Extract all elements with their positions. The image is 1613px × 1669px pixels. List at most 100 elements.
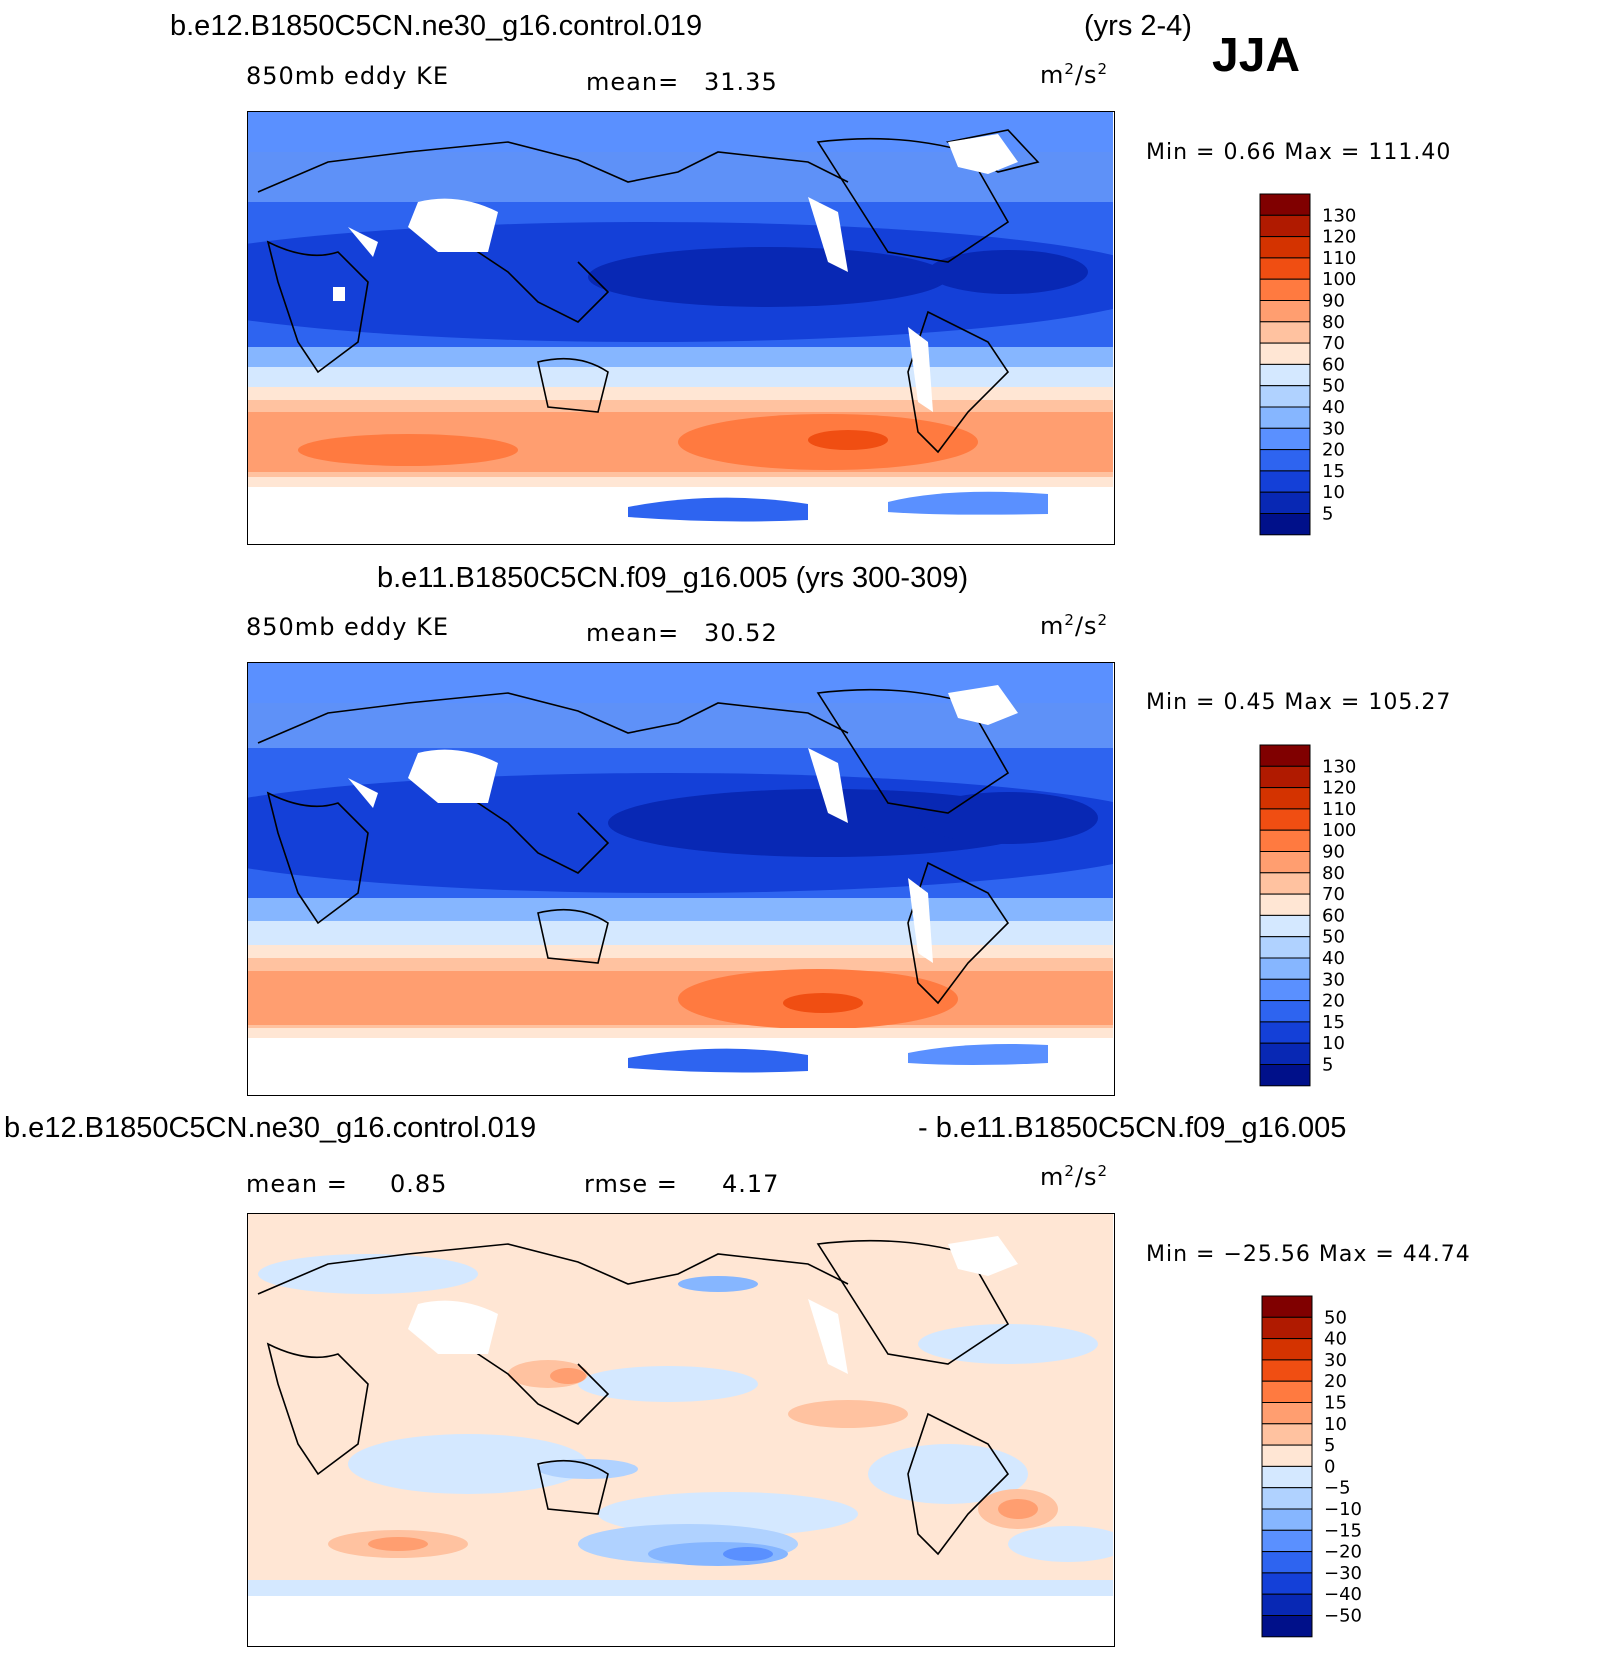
- panel1-years: (yrs 2-4): [1084, 10, 1192, 42]
- panel3-minmax: Min = −25.56 Max = 44.74: [1146, 1242, 1471, 1267]
- panel2-units: m2/s2: [1040, 611, 1109, 640]
- panel1-colorbar-label: 100: [1322, 269, 1356, 290]
- panel2-colorbar-label: 15: [1322, 1012, 1345, 1033]
- panel3-colorbar-label: −40: [1324, 1584, 1362, 1605]
- panel2-colorbar-box: [1259, 936, 1311, 959]
- panel1-map-plot: [248, 112, 1113, 543]
- panel3-colorbar-label: 50: [1324, 1307, 1347, 1328]
- panel2-variable: 850mb eddy KE: [246, 613, 450, 641]
- panel1-colorbar-label: 15: [1322, 461, 1345, 482]
- panel2-colorbar-boxes: [1259, 744, 1311, 1087]
- panel1-colorbar-label: 20: [1322, 440, 1345, 461]
- panel1-colorbar-label: 110: [1322, 248, 1356, 269]
- panel1-colorbar-label: 40: [1322, 397, 1345, 418]
- panel3-rmse-label: rmse =: [584, 1170, 678, 1198]
- panel2-colorbar-box: [1259, 765, 1311, 789]
- panel2-colorbar-label: 90: [1322, 842, 1345, 863]
- panel1-colorbar-box: [1259, 193, 1311, 216]
- panel1-colorbar-label: 30: [1322, 418, 1345, 439]
- panel2-colorbar-label: 110: [1322, 799, 1356, 820]
- panel2-colorbar-box: [1259, 978, 1311, 1002]
- panel1-colorbar-box: [1259, 257, 1311, 280]
- panel3-map: [247, 1213, 1115, 1647]
- panel3-colorbar-label: 0: [1324, 1456, 1335, 1477]
- panel1-colorbar-label: 130: [1322, 205, 1356, 226]
- panel2-mean-label: mean=: [586, 619, 680, 647]
- panel1-colorbar-label: 80: [1322, 312, 1345, 333]
- panel1-colorbar-box: [1259, 278, 1311, 301]
- panel2-map-plot: [248, 663, 1113, 1094]
- panel3-colorbar-box: [1261, 1508, 1313, 1531]
- panel1-colorbar-box: [1259, 321, 1311, 344]
- panel3-colorbar-box: [1261, 1572, 1313, 1595]
- panel1-mean-label: mean=: [586, 68, 680, 96]
- panel2-mean-value: 30.52: [704, 619, 778, 647]
- panel2-colorbar-label: 30: [1322, 969, 1345, 990]
- panel1-colorbar-label: 50: [1322, 376, 1345, 397]
- panel1-colorbar-box: [1259, 363, 1311, 387]
- panel3-colorbar-box: [1261, 1338, 1313, 1361]
- panel1-colorbar-box: [1259, 342, 1311, 365]
- panel2-colorbar-label: 5: [1322, 1055, 1333, 1076]
- panel3-colorbar-box: [1261, 1551, 1313, 1574]
- panel1-colorbar-box: [1259, 214, 1311, 238]
- panel1-colorbar-box: [1259, 300, 1311, 323]
- panel3-colorbar-box: [1261, 1444, 1313, 1467]
- panel3-colorbar-label: −30: [1324, 1563, 1362, 1584]
- panel2-minmax: Min = 0.45 Max = 105.27: [1146, 690, 1452, 715]
- panel3-units: m2/s2: [1040, 1162, 1109, 1191]
- panel2-colorbar-label: 100: [1322, 820, 1356, 841]
- panel3-case-b: - b.e11.B1850C5CN.f09_g16.005: [918, 1112, 1347, 1144]
- panel2-colorbar-box: [1259, 744, 1311, 767]
- panel3-mean-value: 0.85: [390, 1170, 448, 1198]
- panel3-colorbar-box: [1261, 1487, 1313, 1510]
- panel1-mean-value: 31.35: [704, 68, 778, 96]
- panel2-colorbar-label: 50: [1322, 927, 1345, 948]
- panel1-colorbar-box: [1259, 236, 1311, 259]
- panel2-colorbar-box: [1259, 1042, 1311, 1066]
- panel3-colorbar-box: [1261, 1615, 1313, 1638]
- panel2-colorbar-box: [1259, 893, 1311, 916]
- panel3-colorbar-label: 5: [1324, 1435, 1335, 1456]
- panel3-colorbar-box: [1261, 1423, 1313, 1446]
- panel2-map: [247, 662, 1115, 1096]
- panel3-colorbar-box: [1261, 1316, 1313, 1340]
- panel1-case-title: b.e12.B1850C5CN.ne30_g16.control.019: [170, 10, 703, 42]
- panel2-colorbar: 130 120 110 100 90 80 70 60 50 40 30 20 15 10 5: [1258, 743, 1378, 1098]
- panel1-colorbar-box: [1259, 513, 1311, 536]
- panel2-colorbar-box: [1259, 808, 1311, 831]
- panel1-colorbar-box: [1259, 449, 1311, 472]
- panel2-colorbar-box: [1259, 1064, 1311, 1087]
- panel3-colorbar-box: [1261, 1529, 1313, 1553]
- panel3-rmse-value: 4.17: [722, 1170, 780, 1198]
- panel2-colorbar-label: 20: [1322, 991, 1345, 1012]
- panel2-colorbar-label: 70: [1322, 884, 1345, 905]
- panel2-colorbar-box: [1259, 914, 1311, 938]
- panel1-colorbar: 130 120 110 100 90 80 70 60 50 40 30 20 15 10 5: [1258, 192, 1378, 547]
- panel2-colorbar-box: [1259, 787, 1311, 810]
- panel3-colorbar-label: 10: [1324, 1414, 1347, 1435]
- panel1-units: m2/s2: [1040, 60, 1109, 89]
- panel3-colorbar-box: [1261, 1402, 1313, 1425]
- panel2-colorbar-box: [1259, 957, 1311, 980]
- panel3-colorbar-box: [1261, 1380, 1313, 1403]
- panel1-colorbar-label: 90: [1322, 291, 1345, 312]
- panel1-colorbar-box: [1259, 427, 1311, 451]
- panel3-colorbar: 50 40 30 20 15 10 5 0 −5 −10 −15 −20 −30 −40 −50: [1260, 1294, 1390, 1649]
- panel3-colorbar-label: 20: [1324, 1371, 1347, 1392]
- panel3-colorbar-box: [1261, 1593, 1313, 1617]
- panel3-colorbar-label: −15: [1324, 1520, 1362, 1541]
- panel1-colorbar-boxes: [1259, 193, 1311, 536]
- panel2-colorbar-label: 120: [1322, 778, 1356, 799]
- panel3-colorbar-label: 30: [1324, 1350, 1347, 1371]
- panel3-colorbar-label: −5: [1324, 1478, 1351, 1499]
- panel1-colorbar-label: 10: [1322, 482, 1345, 503]
- panel1-colorbar-label: 120: [1322, 227, 1356, 248]
- panel2-colorbar-label: 60: [1322, 905, 1345, 926]
- panel1-map: [247, 111, 1115, 545]
